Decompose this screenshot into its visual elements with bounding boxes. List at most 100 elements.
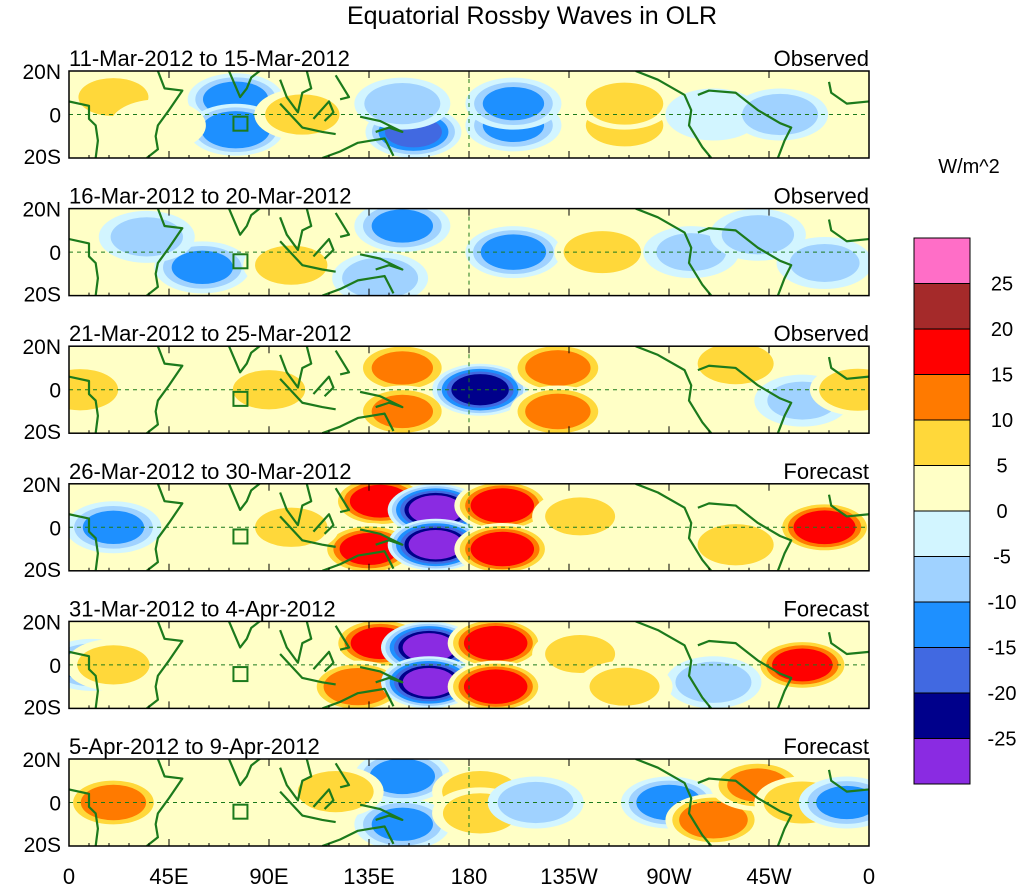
coastline xyxy=(279,515,336,548)
lat-label: 0 xyxy=(49,105,61,128)
coastline xyxy=(312,237,335,260)
coastline xyxy=(146,483,184,571)
lat-label: 20S xyxy=(24,834,61,857)
anomaly-contour xyxy=(110,217,183,257)
anomaly-contour xyxy=(80,784,147,821)
coastline xyxy=(279,621,313,664)
colorbar-tick-label: -10 xyxy=(988,592,1017,614)
lon-label: 180 xyxy=(451,864,488,889)
coastline xyxy=(227,208,262,236)
anomaly-contour xyxy=(772,648,833,682)
coastline xyxy=(635,621,713,709)
olr-panel: 31-Mar-2012 to 4-Apr-2012 Forecast 20N 0 20S xyxy=(22,596,870,719)
panel-date-range: 21-Mar-2012 to 25-Mar-2012 xyxy=(69,321,351,346)
figure-title: Equatorial Rossby Waves in OLR xyxy=(347,2,717,30)
region-box xyxy=(232,666,249,683)
panel-status: Observed xyxy=(774,321,869,346)
lat-label: 20N xyxy=(22,61,61,84)
lon-label: 135W xyxy=(540,864,598,889)
lat-label: 0 xyxy=(49,655,61,678)
coastline xyxy=(321,412,395,434)
coastline xyxy=(635,483,713,571)
anomaly-contour xyxy=(463,625,528,661)
coastline xyxy=(697,777,793,846)
region-box xyxy=(232,115,249,132)
coastline xyxy=(279,208,313,252)
coastline xyxy=(312,375,335,398)
coastline xyxy=(146,759,184,846)
panels-group: 11-Mar-2012 to 15-Mar-2012 Observed 20N 0 20… xyxy=(22,46,870,857)
coastline xyxy=(69,375,99,434)
lon-label: 90W xyxy=(646,864,691,889)
lat-label: 0 xyxy=(49,517,61,540)
anomaly-field xyxy=(69,346,869,434)
coastline xyxy=(227,71,262,99)
coastline xyxy=(827,356,869,380)
coastline xyxy=(69,100,99,158)
olr-panel: 26-Mar-2012 to 30-Mar-2012 Forecast 20N 0 20… xyxy=(22,459,870,582)
coastline xyxy=(697,227,793,296)
lon-label: 45E xyxy=(149,864,188,889)
lon-label: 45W xyxy=(746,864,791,889)
anomaly-contour xyxy=(255,245,328,285)
coastline xyxy=(635,208,713,296)
lat-label: 0 xyxy=(49,242,61,265)
colorbar-tick-label: 25 xyxy=(991,274,1013,296)
coastline xyxy=(227,346,262,374)
anomaly-contour xyxy=(342,257,419,296)
lat-label: 0 xyxy=(49,380,61,403)
colorbar-swatch xyxy=(913,328,971,375)
colorbar-tick-label: 15 xyxy=(991,365,1013,387)
anomaly-contour xyxy=(721,215,795,255)
lat-label: 20S xyxy=(24,559,61,582)
colorbar-tick-label: -15 xyxy=(988,638,1017,660)
coastline xyxy=(279,346,313,389)
colorbar-tick-label: 10 xyxy=(991,410,1013,432)
coastline xyxy=(312,513,335,535)
anomaly-field xyxy=(69,71,869,158)
lon-label: 90E xyxy=(249,864,288,889)
colorbar-tick-label: -20 xyxy=(988,683,1017,705)
coastline xyxy=(279,759,313,802)
olr-panel: 11-Mar-2012 to 15-Mar-2012 Observed 20N 0 20… xyxy=(22,46,870,169)
panel-status: Observed xyxy=(774,184,869,209)
anomaly-contour xyxy=(545,497,616,536)
anomaly-contour xyxy=(789,243,860,282)
panel-date-range: 16-Mar-2012 to 20-Mar-2012 xyxy=(69,184,351,209)
coastline xyxy=(279,71,313,114)
coastline xyxy=(279,790,336,824)
olr-panel: 16-Mar-2012 to 20-Mar-2012 Observed 20N 0 20… xyxy=(22,184,870,307)
anomaly-contour xyxy=(589,667,660,706)
lat-label: 0 xyxy=(49,793,61,816)
anomaly-field xyxy=(69,208,869,296)
anomaly-contour xyxy=(402,667,456,697)
coastline xyxy=(334,74,351,101)
coastline xyxy=(227,483,262,511)
colorbar-swatch xyxy=(913,601,971,648)
anomaly-contour xyxy=(482,86,545,121)
colorbar-swatch xyxy=(913,283,971,330)
anomaly-contour xyxy=(171,250,233,284)
coastline xyxy=(279,378,336,411)
coastline xyxy=(697,89,793,158)
coastline xyxy=(827,219,869,243)
panel-status: Forecast xyxy=(783,459,869,484)
coastline xyxy=(146,208,184,296)
coastline xyxy=(334,625,351,651)
coastline xyxy=(227,759,262,787)
anomaly-contour xyxy=(470,488,535,523)
lat-label: 20N xyxy=(22,199,61,222)
colorbar-swatch xyxy=(913,738,971,785)
coastline xyxy=(321,137,395,158)
anomaly-contour xyxy=(323,668,393,706)
colorbar-swatch xyxy=(913,465,971,512)
region-box xyxy=(232,528,249,545)
colorbar-tick-label: 0 xyxy=(996,501,1007,523)
coastline xyxy=(359,666,404,684)
coastline xyxy=(321,687,395,709)
olr-panel: 21-Mar-2012 to 25-Mar-2012 Observed 20N 0 20… xyxy=(22,321,870,444)
coastline xyxy=(279,102,336,136)
anomaly-contour xyxy=(402,633,456,662)
region-box xyxy=(232,803,249,820)
